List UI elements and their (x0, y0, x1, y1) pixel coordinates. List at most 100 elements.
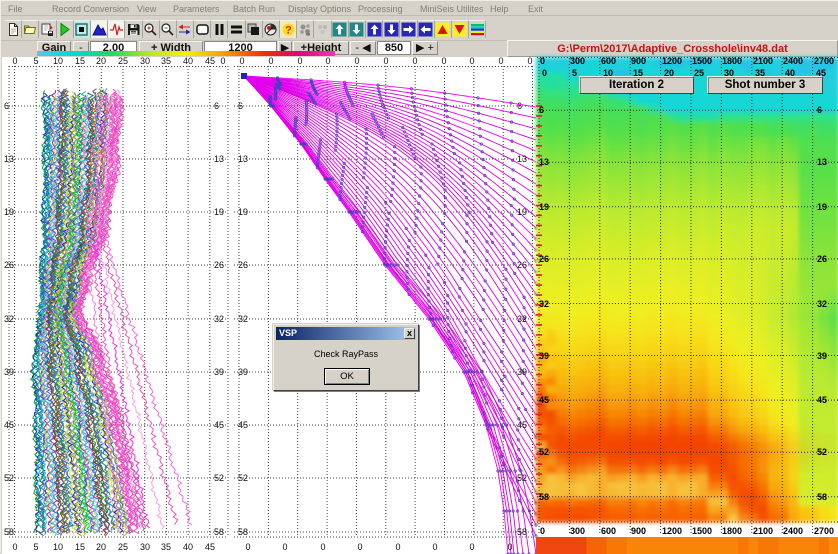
svg-text:900: 900 (631, 56, 646, 66)
svg-text:1500: 1500 (692, 56, 712, 66)
svg-text:900: 900 (631, 526, 646, 536)
svg-text:0: 0 (395, 542, 400, 552)
svg-text:32: 32 (517, 314, 527, 324)
svg-text:52: 52 (214, 473, 224, 483)
svg-text:52: 52 (238, 473, 248, 483)
svg-text:45: 45 (539, 395, 549, 405)
svg-text:1800: 1800 (722, 56, 742, 66)
svg-text:20: 20 (664, 68, 674, 78)
svg-text:52: 52 (517, 473, 527, 483)
svg-text:39: 39 (4, 367, 14, 377)
svg-text:13: 13 (539, 157, 549, 167)
svg-text:0: 0 (441, 56, 446, 66)
svg-text:39: 39 (517, 367, 527, 377)
svg-text:1200: 1200 (662, 526, 682, 536)
svg-text:30: 30 (140, 542, 150, 552)
svg-text:0: 0 (469, 56, 474, 66)
svg-text:30: 30 (724, 68, 734, 78)
svg-text:0: 0 (320, 542, 325, 552)
svg-text:32: 32 (214, 314, 224, 324)
svg-text:39: 39 (238, 367, 248, 377)
svg-text:45: 45 (817, 395, 827, 405)
svg-text:0: 0 (507, 542, 512, 552)
svg-text:45: 45 (816, 68, 826, 78)
svg-text:15: 15 (75, 56, 85, 66)
svg-text:35: 35 (161, 56, 171, 66)
svg-text:0: 0 (12, 542, 17, 552)
svg-text:5: 5 (572, 68, 577, 78)
svg-text:32: 32 (4, 314, 14, 324)
svg-text:13: 13 (238, 154, 248, 164)
svg-text:15: 15 (633, 68, 643, 78)
svg-text:2400: 2400 (783, 526, 803, 536)
svg-text:45: 45 (238, 420, 248, 430)
svg-text:25: 25 (694, 68, 704, 78)
svg-text:0: 0 (383, 56, 388, 66)
svg-text:13: 13 (517, 154, 527, 164)
svg-text:0: 0 (527, 56, 532, 66)
svg-text:19: 19 (4, 207, 14, 217)
svg-text:2100: 2100 (753, 56, 773, 66)
svg-text:58: 58 (238, 527, 248, 537)
svg-text:0: 0 (412, 56, 417, 66)
svg-text:52: 52 (539, 447, 549, 457)
svg-text:13: 13 (214, 154, 224, 164)
svg-text:10: 10 (53, 542, 63, 552)
svg-text:40: 40 (183, 56, 193, 66)
svg-text:30: 30 (140, 56, 150, 66)
svg-text:0: 0 (282, 542, 287, 552)
svg-text:10: 10 (603, 68, 613, 78)
svg-text:58: 58 (517, 527, 527, 537)
svg-text:0: 0 (325, 56, 330, 66)
svg-text:58: 58 (539, 492, 549, 502)
svg-text:26: 26 (214, 260, 224, 270)
svg-text:19: 19 (238, 207, 248, 217)
svg-text:40: 40 (183, 542, 193, 552)
svg-text:19: 19 (817, 202, 827, 212)
svg-text:13: 13 (4, 154, 14, 164)
svg-text:58: 58 (214, 527, 224, 537)
svg-text:300: 300 (570, 56, 585, 66)
svg-text:58: 58 (4, 527, 14, 537)
svg-text:26: 26 (4, 260, 14, 270)
svg-text:20: 20 (96, 56, 106, 66)
svg-text:5: 5 (33, 56, 38, 66)
svg-text:6: 6 (214, 101, 219, 111)
svg-text:15: 15 (75, 542, 85, 552)
svg-text:32: 32 (817, 299, 827, 309)
svg-text:6: 6 (539, 105, 544, 115)
svg-text:0: 0 (245, 542, 250, 552)
svg-text:6: 6 (238, 101, 243, 111)
svg-text:600: 600 (601, 526, 616, 536)
svg-text:0: 0 (268, 56, 273, 66)
svg-text:26: 26 (817, 254, 827, 264)
svg-text:1200: 1200 (662, 56, 682, 66)
svg-text:2700: 2700 (814, 526, 834, 536)
svg-text:19: 19 (539, 202, 549, 212)
svg-text:2100: 2100 (753, 526, 773, 536)
svg-text:1800: 1800 (722, 526, 742, 536)
svg-text:39: 39 (817, 351, 827, 361)
svg-text:32: 32 (539, 299, 549, 309)
svg-text:6: 6 (4, 101, 9, 111)
svg-text:39: 39 (539, 351, 549, 361)
svg-text:0: 0 (12, 56, 17, 66)
svg-text:26: 26 (539, 254, 549, 264)
svg-text:35: 35 (161, 542, 171, 552)
svg-text:0: 0 (542, 68, 547, 78)
svg-text:2700: 2700 (814, 56, 834, 66)
svg-text:45: 45 (214, 420, 224, 430)
svg-text:10: 10 (53, 56, 63, 66)
svg-text:20: 20 (96, 542, 106, 552)
svg-text:19: 19 (214, 207, 224, 217)
svg-text:0: 0 (540, 526, 545, 536)
svg-text:0: 0 (297, 56, 302, 66)
svg-text:5: 5 (33, 542, 38, 552)
svg-text:45: 45 (517, 420, 527, 430)
svg-text:0: 0 (469, 542, 474, 552)
svg-text:0: 0 (498, 56, 503, 66)
svg-text:0: 0 (357, 542, 362, 552)
svg-text:26: 26 (517, 260, 527, 270)
svg-text:19: 19 (517, 207, 527, 217)
svg-text:13: 13 (817, 157, 827, 167)
